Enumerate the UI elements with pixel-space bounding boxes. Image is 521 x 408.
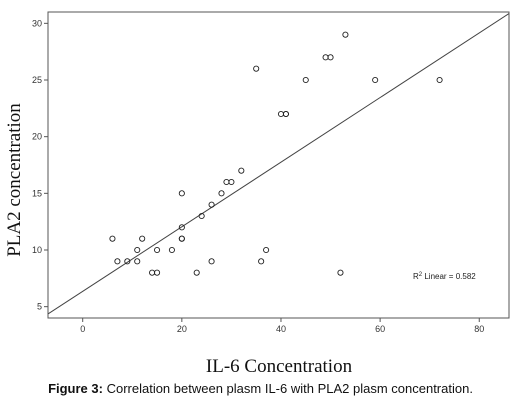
data-point xyxy=(302,76,309,84)
data-point xyxy=(218,190,225,197)
x-tick-label: 0 xyxy=(80,324,85,334)
linear-fit-line xyxy=(47,13,510,315)
data-point xyxy=(124,258,131,265)
data-point xyxy=(253,65,260,72)
caption-label: Figure 3: xyxy=(48,381,103,396)
y-tick-label: 10 xyxy=(32,245,42,255)
r-squared-value: Linear = 0.582 xyxy=(422,272,476,281)
data-point xyxy=(139,235,146,242)
data-point xyxy=(178,224,185,231)
data-point xyxy=(258,258,265,265)
y-tick-label: 25 xyxy=(32,75,42,85)
data-point xyxy=(327,54,334,61)
y-tick-label: 5 xyxy=(37,302,42,312)
data-point xyxy=(109,235,116,242)
data-point xyxy=(208,201,215,208)
y-tick-label: 20 xyxy=(32,132,42,142)
r-squared-prefix: R xyxy=(413,272,419,281)
plot-area xyxy=(47,11,510,319)
x-tick-label: 80 xyxy=(474,324,484,334)
y-tick-label: 15 xyxy=(32,188,42,198)
data-point xyxy=(154,269,161,276)
data-point xyxy=(178,235,185,242)
figure-caption: Figure 3: Correlation between plasm IL-6… xyxy=(0,381,521,396)
data-point xyxy=(228,178,235,186)
data-point xyxy=(193,269,200,276)
data-point xyxy=(282,110,289,118)
data-point xyxy=(238,167,245,174)
data-point xyxy=(342,31,349,38)
fit-line-layer xyxy=(47,13,510,315)
y-axis-ticks: 5 10 15 20 25 30 xyxy=(32,18,48,312)
data-point xyxy=(263,246,270,254)
r-squared-superscript: 2 xyxy=(419,272,423,278)
data-point xyxy=(436,76,443,84)
data-point xyxy=(208,258,215,265)
data-point xyxy=(154,246,161,254)
data-point xyxy=(168,246,175,254)
x-tick-label: 20 xyxy=(177,324,187,334)
r-squared-annotation: R2 Linear = 0.582 xyxy=(413,272,476,281)
x-axis-ticks: 0 20 40 60 80 xyxy=(80,318,484,334)
y-axis-title: PLA2 concentration xyxy=(4,103,25,257)
x-tick-label: 60 xyxy=(375,324,385,334)
caption-text: Correlation between plasm IL-6 with PLA2… xyxy=(102,381,473,396)
x-tick-label: 40 xyxy=(276,324,286,334)
data-point xyxy=(178,190,185,197)
data-point xyxy=(114,258,121,265)
data-points xyxy=(109,31,443,276)
data-point xyxy=(134,258,141,265)
data-point xyxy=(337,269,344,276)
x-axis-title: IL-6 Concentration xyxy=(206,356,353,377)
data-point xyxy=(198,212,205,220)
data-point xyxy=(372,76,379,84)
data-point xyxy=(134,246,141,254)
y-tick-label: 30 xyxy=(32,18,42,28)
